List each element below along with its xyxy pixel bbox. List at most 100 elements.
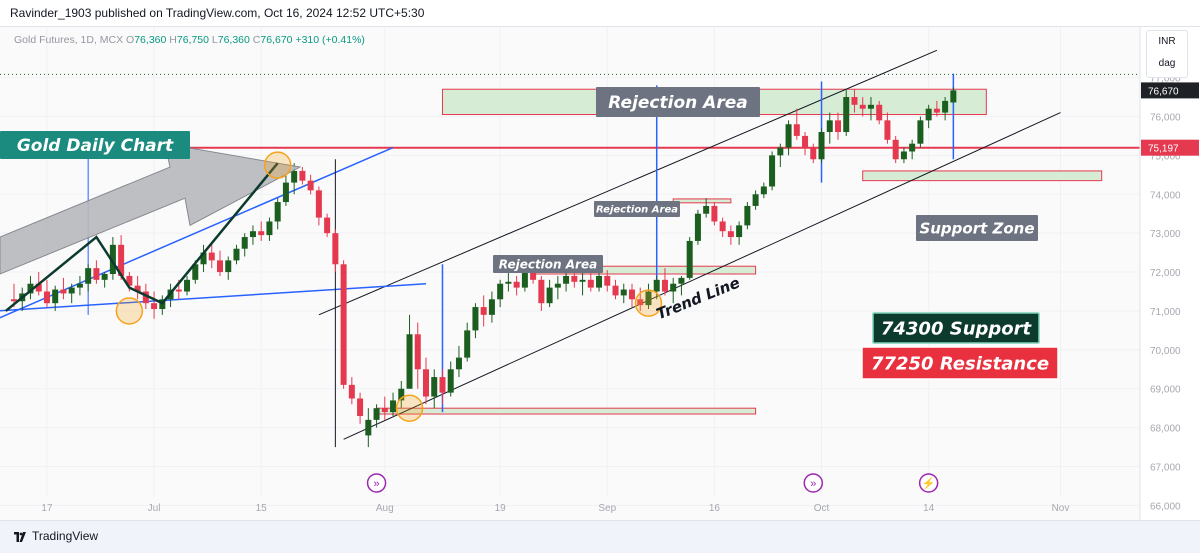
candle-body — [68, 287, 75, 294]
rejection-area-small-label: Rejection Area — [594, 201, 680, 217]
price-axis-panel — [1140, 27, 1200, 521]
candle-body — [60, 289, 67, 294]
candle-body — [661, 279, 668, 292]
candle-body — [505, 281, 512, 284]
publish-info: Ravinder_1903 published on TradingView.c… — [10, 6, 425, 20]
candle-body — [909, 143, 916, 152]
chart-pane[interactable]: 66,000 67,000 68,000 69,000 70,000 71,000 72,0… — [0, 26, 1200, 521]
candle-body — [414, 334, 421, 370]
candle-body — [447, 369, 454, 393]
currency-label[interactable]: INR — [1158, 36, 1176, 47]
candle-body — [917, 120, 924, 144]
price-tick-label: 66,000 — [1150, 501, 1181, 512]
candle-body — [760, 186, 767, 195]
candle-body — [480, 307, 487, 315]
candle-body — [538, 279, 545, 304]
candle-body — [645, 291, 652, 306]
candle-body — [233, 248, 240, 261]
candle-body — [810, 147, 817, 160]
high-label: H — [169, 34, 177, 46]
candle-body — [900, 151, 907, 160]
rejection-area-large-label-text: Rejection Area — [608, 93, 747, 113]
time-tick-label: 14 — [923, 503, 935, 514]
candle-body — [736, 225, 743, 238]
candle-body — [93, 268, 100, 280]
rejection-zone-small — [672, 198, 732, 204]
rejection-area-medium-label-bg — [493, 255, 603, 273]
candle-body — [208, 252, 215, 261]
candle-body — [142, 291, 149, 304]
candle-body — [340, 264, 347, 385]
candle-body — [217, 260, 223, 273]
channel-upper-line — [318, 49, 938, 316]
last-price-badge-text: 76,670 — [1148, 86, 1179, 97]
candle-body — [118, 244, 125, 276]
candle-body — [175, 289, 182, 292]
open-label: O — [126, 34, 135, 46]
price-tick-label: 72,000 — [1150, 268, 1181, 279]
candle-body — [365, 419, 372, 436]
symbol-legend: Gold Futures, 1D, MCX O76,360 H76,750 L7… — [14, 34, 365, 46]
candle-body — [835, 120, 841, 133]
price-tick-label: 71,000 — [1150, 307, 1181, 318]
candle-body — [464, 330, 471, 358]
candle-body — [390, 400, 397, 413]
candle-body — [637, 299, 644, 306]
earnings-bolt-icon — [918, 473, 939, 493]
candle-body — [793, 124, 800, 136]
event-icon-glyph: ⚡ — [922, 477, 936, 490]
candle-body — [76, 283, 83, 288]
scale-settings[interactable]: INR dag — [1146, 30, 1188, 78]
resistance-77250-label-text: 77250 Resistance — [871, 353, 1049, 374]
candle-body — [563, 275, 570, 284]
candle-body — [579, 279, 586, 282]
candle-body — [546, 287, 553, 304]
support-zone-label-bg — [916, 215, 1038, 241]
price-tick-label: 68,000 — [1150, 424, 1181, 435]
support-zone-label: Support Zone — [916, 215, 1038, 241]
tradingview-logo-icon — [14, 532, 26, 542]
gold-daily-chart-label-bg — [0, 131, 190, 159]
candle-body — [843, 97, 850, 133]
time-tick-label: Nov — [1052, 503, 1070, 514]
time-tick-label: 15 — [256, 503, 268, 514]
candle-body — [225, 260, 232, 273]
candle-body — [513, 281, 520, 288]
candle-body — [35, 283, 42, 292]
candle-body — [785, 124, 792, 148]
price-tick-label: 67,000 — [1150, 463, 1181, 474]
time-tick-label: Aug — [376, 503, 394, 514]
rejection-area-medium-label-text: Rejection Area — [499, 257, 597, 271]
candle-body — [27, 283, 34, 294]
price-tick-label: 77,000 — [1150, 74, 1181, 85]
time-tick-label: 19 — [495, 503, 507, 514]
candle-body — [398, 388, 405, 401]
candle-body — [521, 272, 528, 288]
candle-body — [719, 221, 726, 232]
candle-body — [884, 120, 891, 140]
candle-body — [703, 205, 710, 214]
candle-body — [43, 291, 50, 304]
event-arrows-icon — [366, 473, 387, 493]
candle-body — [497, 283, 504, 300]
candle-body — [439, 377, 446, 393]
footer-brand: TradingView — [32, 529, 99, 543]
footer-bar: TradingView — [0, 520, 1200, 553]
price-tick-label: 74,000 — [1150, 190, 1181, 201]
candle-body — [686, 240, 693, 278]
price-chart[interactable]: 66,000 67,000 68,000 69,000 70,000 71,000 72,0… — [0, 27, 1200, 521]
candle-body — [727, 231, 734, 238]
rejection-area-small-label-bg — [594, 201, 680, 217]
candle-body — [282, 182, 289, 203]
candle-body — [241, 237, 248, 249]
rejection-area-large-label: Rejection Area — [596, 87, 760, 117]
time-tick-label: Jul — [148, 503, 161, 514]
candle-body — [85, 268, 92, 284]
publish-bar: Ravinder_1903 published on TradingView.c… — [0, 0, 1200, 26]
demand-zone-bottom — [376, 407, 757, 415]
candle-body — [101, 274, 108, 280]
period-label[interactable]: dag — [1158, 58, 1176, 69]
candles — [11, 87, 957, 448]
candle-body — [752, 194, 759, 206]
high-value: 76,750 — [176, 34, 209, 46]
